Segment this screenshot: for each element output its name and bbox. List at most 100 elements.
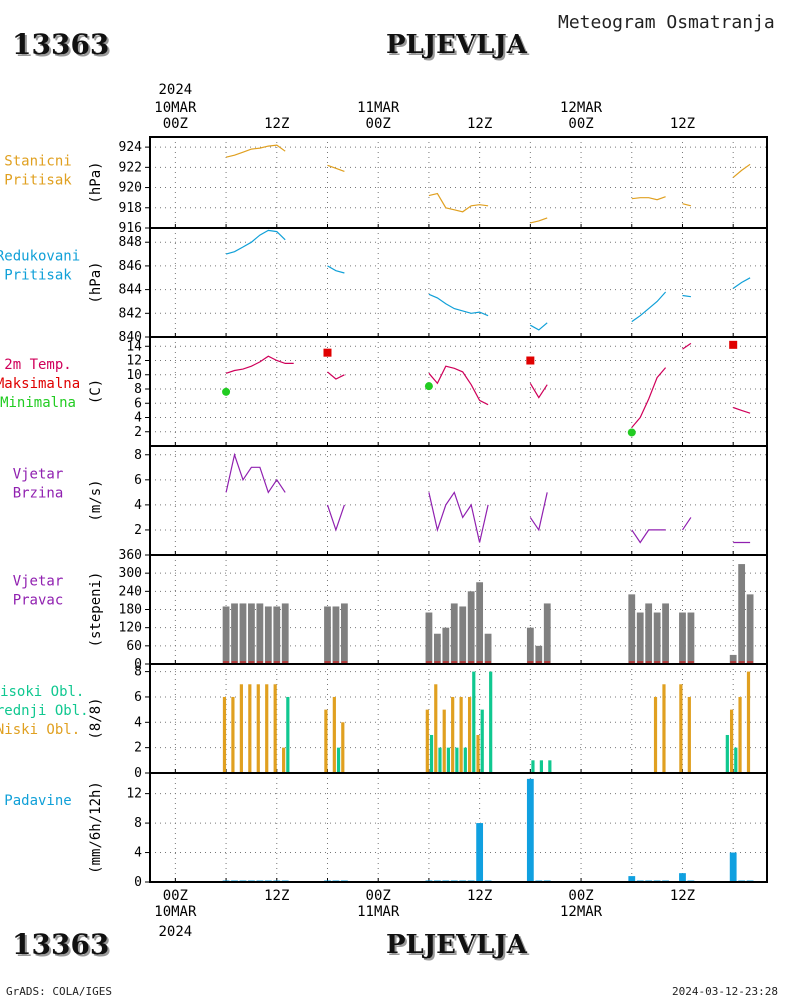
cloud-bar bbox=[729, 709, 734, 773]
panel-label: Pritisak bbox=[4, 173, 72, 189]
bar-mark bbox=[738, 564, 746, 664]
cloud-bar bbox=[265, 684, 269, 773]
bar-mark bbox=[425, 612, 433, 664]
y-tick-label: 4 bbox=[134, 411, 142, 426]
cloud-bar bbox=[734, 747, 738, 773]
cloud-bar bbox=[531, 760, 535, 773]
bar-mark bbox=[459, 606, 467, 664]
bar-mark bbox=[281, 603, 289, 664]
panel-label: Minimalna bbox=[0, 395, 76, 411]
y-tick-label: 4 bbox=[134, 846, 142, 861]
cloud-bar bbox=[489, 671, 493, 773]
panel-frame bbox=[149, 136, 768, 229]
panel-label: Pravac bbox=[13, 593, 64, 609]
bar-mark bbox=[636, 612, 644, 664]
bar-mark bbox=[256, 603, 264, 664]
panel-label: Stanicni bbox=[4, 154, 71, 170]
station-name-bottom: PLJEVLJA bbox=[386, 930, 527, 960]
series-line bbox=[225, 144, 286, 158]
cloud-bar bbox=[480, 709, 484, 773]
cloud-bar bbox=[725, 734, 729, 773]
series-line bbox=[428, 365, 489, 406]
panel-label: Redukovani bbox=[0, 249, 80, 265]
series-line bbox=[631, 291, 667, 323]
cloud-bar bbox=[459, 696, 463, 773]
max-temp-marker bbox=[526, 356, 535, 365]
series-line bbox=[631, 529, 666, 544]
bar-mark bbox=[476, 823, 484, 882]
cloud-bar bbox=[662, 684, 666, 773]
data-pressure bbox=[225, 144, 751, 224]
time-tick-label-top: 00Z bbox=[366, 116, 391, 132]
series-line bbox=[327, 164, 345, 172]
panel-label: Vjetar bbox=[13, 467, 64, 483]
bar-mark bbox=[231, 603, 238, 664]
cloud-bar bbox=[463, 747, 467, 773]
data-wind_speed bbox=[225, 452, 751, 544]
cloud-bar bbox=[231, 696, 235, 773]
panel-frame bbox=[149, 772, 768, 883]
cloud-bar bbox=[324, 709, 328, 773]
cloud-bar bbox=[336, 747, 341, 773]
station-id-top: 13363 bbox=[12, 28, 110, 61]
y-axis-label: (hPa) bbox=[88, 261, 104, 303]
bar-mark bbox=[248, 603, 255, 664]
cloud-bar bbox=[332, 696, 336, 773]
series-line bbox=[682, 203, 692, 207]
y-tick-label: 10 bbox=[126, 368, 142, 383]
cloud-bar bbox=[679, 684, 683, 773]
y-tick-label: 300 bbox=[119, 566, 142, 581]
y-tick-label: 8 bbox=[134, 448, 142, 463]
bar-mark bbox=[433, 633, 441, 664]
series-line bbox=[530, 322, 548, 331]
y-axis-label: (stepeni) bbox=[88, 572, 104, 648]
y-tick-label: 842 bbox=[119, 306, 142, 321]
bar-mark bbox=[687, 612, 695, 664]
panel-label: Pritisak bbox=[4, 268, 72, 284]
series-line bbox=[428, 192, 489, 213]
y-axis-label: (mm/6h/12h) bbox=[88, 781, 104, 874]
panel-label: Srednji Obl. bbox=[0, 703, 89, 719]
station-name-top: PLJEVLJA bbox=[386, 30, 527, 60]
y-tick-label: 922 bbox=[119, 160, 142, 175]
data-mslp bbox=[225, 229, 751, 331]
y-tick-label: 0 bbox=[134, 875, 142, 890]
cloud-bar bbox=[446, 747, 451, 773]
cloud-bar bbox=[239, 684, 243, 773]
date-label-top: 12MAR bbox=[560, 100, 603, 116]
series-line bbox=[225, 355, 294, 374]
date-label-bottom: 10MAR bbox=[154, 904, 197, 920]
y-axis-label: (hPa) bbox=[88, 161, 104, 203]
min-temp-marker bbox=[627, 428, 636, 437]
panel-frame bbox=[149, 445, 768, 556]
bar-mark bbox=[273, 606, 281, 664]
cloud-bar bbox=[341, 722, 345, 773]
bar-mark bbox=[653, 612, 661, 664]
bar-mark bbox=[332, 606, 340, 664]
data-clouds bbox=[222, 671, 751, 773]
time-tick-label-bottom: 12Z bbox=[264, 888, 289, 904]
panel-label: Vjetar bbox=[13, 574, 64, 590]
bar-mark bbox=[628, 876, 636, 882]
series-line bbox=[326, 504, 345, 532]
y-tick-label: 2 bbox=[134, 741, 142, 756]
bar-mark bbox=[467, 591, 475, 664]
time-tick-label-top: 12Z bbox=[467, 116, 492, 132]
y-tick-label: 8 bbox=[134, 382, 142, 397]
y-tick-label: 6 bbox=[134, 690, 142, 705]
y-tick-label: 2 bbox=[134, 425, 142, 440]
y-tick-label: 924 bbox=[119, 140, 143, 155]
time-tick-label-top: 00Z bbox=[568, 116, 593, 132]
time-tick-label-top: 12Z bbox=[670, 116, 695, 132]
bar-mark bbox=[476, 582, 484, 664]
bar-mark bbox=[679, 873, 686, 882]
y-tick-label: 360 bbox=[119, 548, 142, 563]
y-tick-label: 2 bbox=[134, 523, 142, 538]
bar-mark bbox=[324, 606, 331, 664]
data-temperature bbox=[222, 340, 751, 437]
panel-pressure: 916 918 920 922 924 (hPa) Stanicni Pritisak bbox=[4, 136, 768, 236]
bar-mark bbox=[484, 633, 492, 664]
cloud-bar bbox=[282, 747, 286, 773]
